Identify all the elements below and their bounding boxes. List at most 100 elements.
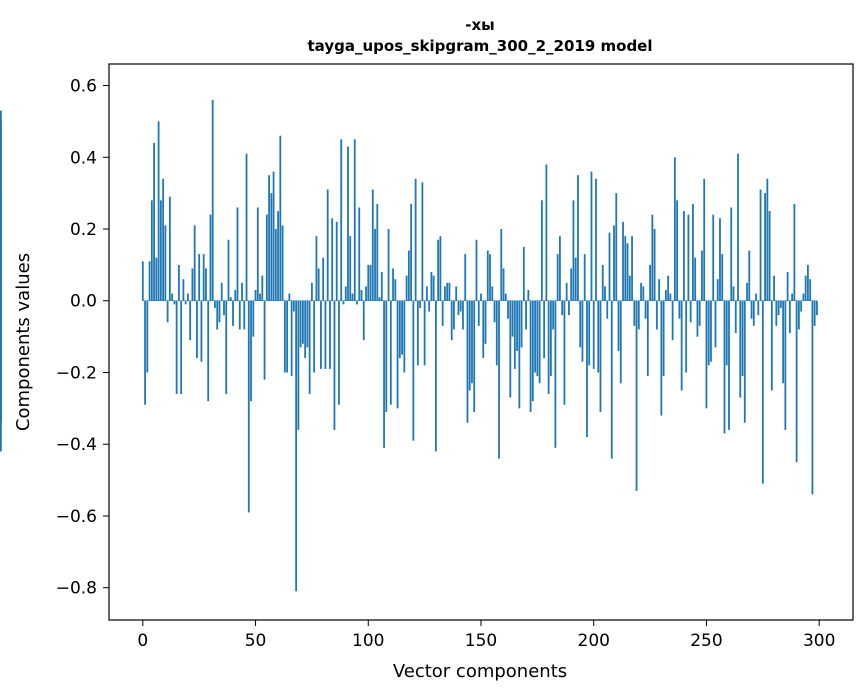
bar	[743, 300, 746, 423]
bar	[274, 229, 277, 301]
bar	[613, 225, 615, 301]
bar	[705, 300, 708, 409]
bar	[658, 279, 661, 301]
bar	[628, 275, 631, 301]
bar	[396, 300, 399, 409]
bar	[732, 286, 735, 301]
bar	[216, 300, 219, 330]
bar	[716, 279, 719, 301]
bar	[581, 300, 584, 362]
bar	[531, 300, 534, 402]
bar	[290, 300, 293, 377]
bar	[813, 300, 816, 326]
bar	[522, 246, 525, 301]
bar	[577, 175, 579, 301]
bar	[597, 300, 600, 373]
bar	[153, 142, 155, 301]
bar	[590, 171, 593, 301]
bar	[559, 236, 561, 301]
bar	[788, 300, 791, 334]
bar	[694, 257, 697, 301]
bar	[320, 300, 322, 369]
y-axis-label: Components values	[13, 253, 34, 431]
bar	[263, 300, 266, 380]
bar	[286, 300, 289, 373]
x-tick-label: 50	[245, 631, 267, 651]
bar	[191, 268, 194, 301]
bar	[340, 139, 343, 301]
bar	[229, 297, 232, 301]
bar	[416, 300, 419, 366]
bar	[574, 257, 577, 301]
bar	[626, 243, 629, 301]
bar	[730, 207, 733, 301]
bar	[164, 225, 167, 301]
y-tick-label: 0.2	[70, 220, 97, 240]
bar	[353, 139, 356, 301]
bar	[543, 300, 546, 359]
bar	[570, 268, 573, 301]
bar	[502, 268, 505, 301]
bar	[538, 300, 541, 384]
bar	[459, 300, 462, 312]
bar	[775, 300, 778, 326]
bar	[800, 300, 803, 312]
bar	[617, 300, 620, 351]
bar	[141, 261, 144, 301]
bar	[279, 135, 282, 301]
bar	[333, 300, 336, 430]
bar	[784, 300, 787, 430]
bar	[540, 200, 543, 301]
plot-frame	[108, 63, 854, 621]
bar	[423, 300, 426, 366]
bar	[728, 300, 730, 430]
bar	[608, 232, 611, 301]
y-tick-label: −0.4	[56, 435, 97, 455]
bar	[714, 300, 717, 348]
bar	[245, 153, 248, 301]
bar	[660, 300, 663, 416]
chart-title: -хы	[465, 16, 494, 34]
x-tick-label: 300	[803, 631, 835, 651]
bar	[168, 196, 171, 301]
bar	[184, 300, 187, 305]
bar	[701, 250, 703, 301]
bar	[369, 264, 372, 301]
bar	[592, 300, 595, 369]
x-tick-label: 250	[690, 631, 722, 651]
bar	[664, 289, 667, 301]
bar	[764, 193, 766, 301]
bar	[225, 300, 228, 395]
bar	[299, 300, 302, 348]
bar	[187, 293, 189, 301]
bar	[407, 250, 410, 301]
bar	[486, 250, 489, 301]
bar	[579, 300, 582, 348]
bar	[610, 300, 613, 459]
x-tick-label: 150	[465, 631, 497, 651]
bar	[500, 229, 503, 301]
bar	[428, 300, 431, 312]
bar	[768, 211, 771, 301]
bar	[387, 229, 390, 301]
bar	[516, 300, 518, 351]
bar	[202, 254, 205, 301]
bar	[757, 300, 760, 316]
bar	[719, 218, 721, 301]
bar	[802, 293, 805, 301]
bar	[234, 289, 237, 301]
bar	[144, 300, 146, 405]
bar	[347, 146, 349, 301]
bar	[205, 268, 207, 301]
bar	[468, 300, 471, 391]
bar	[529, 300, 532, 412]
bar	[473, 300, 476, 412]
bar	[308, 300, 311, 395]
bar	[247, 300, 250, 513]
bar	[683, 211, 685, 301]
bar	[509, 300, 512, 398]
bar	[180, 300, 183, 395]
bar	[687, 214, 690, 301]
bar	[365, 286, 367, 301]
bar	[453, 300, 455, 330]
